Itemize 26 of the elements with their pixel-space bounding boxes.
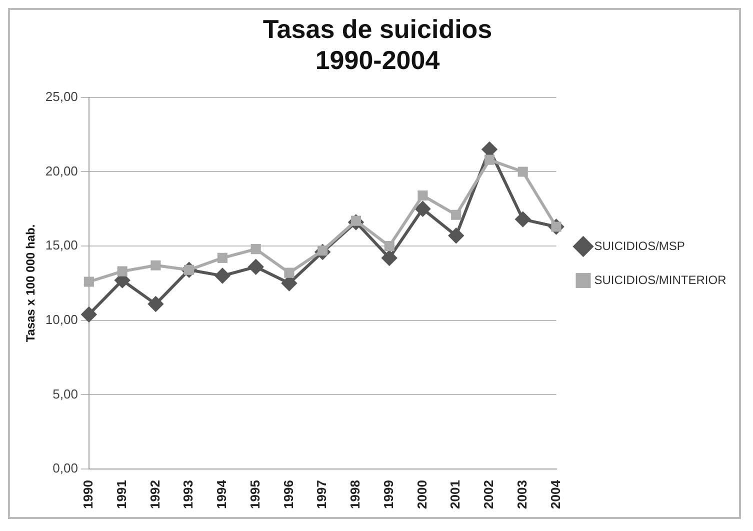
x-tick-label: 2000 [414, 480, 430, 509]
legend-label: SUICIDIOS/MSP [594, 238, 685, 253]
x-tick-label: 1990 [80, 480, 96, 509]
y-axis-title: Tasas x 100 000 hab. [24, 224, 38, 342]
legend-label: SUICIDIOS/MINTERIOR [594, 272, 727, 287]
x-tick-label: 2001 [448, 480, 463, 509]
x-tick-label: 1998 [348, 480, 363, 509]
x-tick-label: 1995 [247, 480, 262, 509]
x-tick-label: 1994 [214, 479, 230, 509]
x-tick-label: 1999 [380, 480, 396, 509]
x-tick-label: 1997 [314, 480, 330, 509]
x-tick-label: 1992 [147, 480, 162, 509]
y-tick-label: 20,00 [45, 163, 78, 178]
text: 1990-2004 [315, 44, 440, 75]
x-tick-label: 1996 [280, 480, 296, 509]
y-tick-label: 25,00 [45, 88, 78, 104]
y-tick-label: 15,00 [45, 238, 78, 253]
x-tick-label: 2003 [514, 480, 530, 509]
x-tick-label: 1993 [180, 480, 196, 509]
text: Tasas de suicidios [262, 14, 492, 44]
x-tick-label: 2002 [481, 480, 496, 509]
x-tick-label: 2004 [548, 479, 563, 509]
y-tick-label: 5,00 [52, 386, 78, 402]
y-tick-label: 10,00 [45, 312, 78, 327]
x-tick-label: 1991 [114, 480, 129, 509]
y-tick-label: 0,00 [52, 460, 78, 476]
